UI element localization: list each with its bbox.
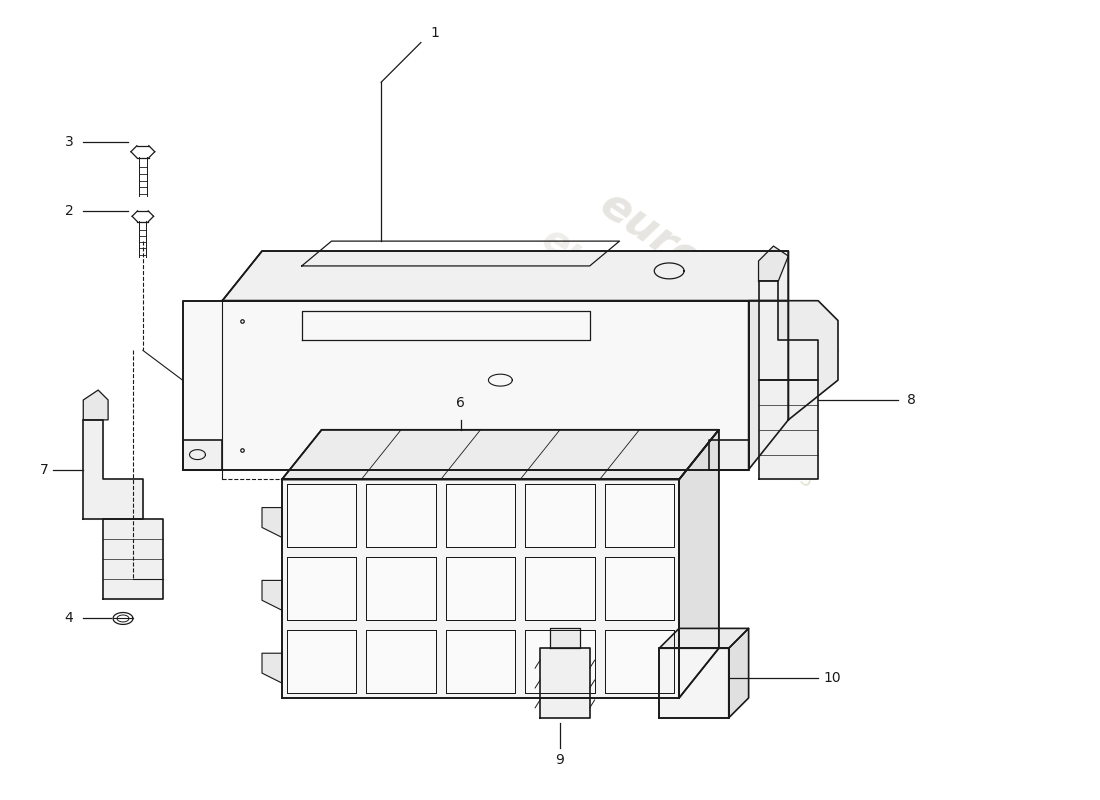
Polygon shape (679, 430, 718, 698)
Polygon shape (446, 558, 515, 620)
Text: 4: 4 (65, 611, 74, 626)
Polygon shape (282, 430, 718, 479)
Polygon shape (183, 301, 749, 470)
Polygon shape (262, 654, 282, 683)
Polygon shape (287, 558, 356, 620)
Polygon shape (446, 630, 515, 693)
Polygon shape (262, 581, 282, 610)
Polygon shape (525, 558, 595, 620)
Polygon shape (183, 440, 222, 470)
Polygon shape (287, 485, 356, 547)
Polygon shape (366, 485, 436, 547)
Polygon shape (659, 629, 749, 648)
Polygon shape (605, 558, 674, 620)
Polygon shape (282, 479, 679, 698)
Polygon shape (540, 648, 590, 718)
Text: 9: 9 (556, 753, 564, 766)
Text: eurospares: eurospares (535, 219, 763, 382)
Polygon shape (659, 648, 728, 718)
Polygon shape (759, 246, 789, 281)
Polygon shape (446, 485, 515, 547)
Polygon shape (525, 630, 595, 693)
Polygon shape (605, 485, 674, 547)
Polygon shape (366, 630, 436, 693)
Text: 8: 8 (908, 393, 916, 407)
Polygon shape (759, 281, 818, 380)
Text: 1: 1 (431, 26, 440, 39)
Text: eurospares: eurospares (591, 182, 846, 379)
Polygon shape (525, 485, 595, 547)
Polygon shape (84, 420, 143, 519)
Text: 10: 10 (823, 671, 840, 685)
Polygon shape (262, 507, 282, 538)
Polygon shape (550, 629, 580, 648)
Polygon shape (366, 558, 436, 620)
Text: 6: 6 (456, 396, 465, 410)
Polygon shape (749, 301, 789, 470)
Polygon shape (708, 440, 749, 470)
Text: 7: 7 (40, 462, 48, 477)
Polygon shape (728, 629, 749, 718)
Text: part for parts since 1985: part for parts since 1985 (535, 363, 704, 477)
Polygon shape (287, 630, 356, 693)
Text: 2: 2 (65, 204, 74, 218)
Polygon shape (789, 301, 838, 420)
Polygon shape (222, 251, 789, 301)
Text: part for parts since 1985: part for parts since 1985 (621, 348, 816, 491)
Polygon shape (759, 380, 818, 479)
Polygon shape (605, 630, 674, 693)
Polygon shape (84, 390, 108, 420)
Text: 3: 3 (65, 135, 74, 149)
Polygon shape (103, 519, 163, 598)
